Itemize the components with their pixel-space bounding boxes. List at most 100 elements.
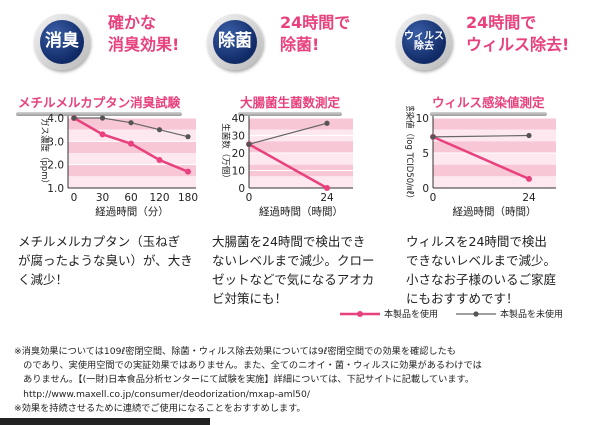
headline-sterilize-line1: 24時間で (280, 13, 351, 32)
legend: 本製品を使用 本製品を未使用 (340, 307, 563, 320)
chart-band (68, 153, 196, 165)
series-line-none (432, 134, 530, 138)
y-axis-label: 生菌数（万個） (220, 123, 231, 183)
headline-virus-line2: ウィルス除去! (466, 35, 570, 54)
x-axis-label: 経過時間（分） (95, 205, 169, 218)
desc-sterilize-line: ビ対策にも！ (212, 291, 288, 306)
chart-title-deodorize: メチルメルカプタン消臭試験 (15, 92, 183, 116)
footnotes: ※消臭効果については109ℓ密閉空間、除菌・ウィルス除去効果については9ℓ密閉空… (14, 345, 584, 416)
data-point-product (99, 131, 106, 138)
y-tick-label: 1.0 (47, 183, 64, 195)
y-tick-label: 4.0 (47, 113, 64, 125)
bottom-bar (0, 418, 210, 425)
x-tick-label: 0 (246, 192, 253, 204)
desc-sterilize-line: ゼットなどで気になるアオカ (212, 272, 375, 287)
y-tick-label: 40 (232, 113, 245, 125)
chart-band (68, 164, 196, 177)
chart-band (249, 153, 353, 165)
desc-sterilize: 大腸菌を24時間で検出でき ないレベルまで減少。クロー ゼットなどで気になるアオ… (212, 232, 375, 308)
legend-swatch-product (340, 310, 380, 317)
chart-band (249, 176, 353, 188)
x-tick-label: 0 (71, 192, 78, 204)
badge-deodorize-label: 消臭 (40, 20, 84, 64)
headline-sterilize-line2: 除菌! (280, 35, 320, 54)
footnote-line: ※効果を持続させるために連続でご使用になることをおすすめします。 (14, 402, 306, 414)
chart-band (68, 129, 196, 142)
data-point-none (324, 120, 330, 126)
chart-band (68, 176, 196, 188)
data-point-product (156, 157, 163, 163)
x-axis-label: 経過時間（時間） (259, 205, 343, 218)
y-tick-label: 0 (422, 183, 429, 195)
y-axis-label: 感染値（log TCID50/㎖） (404, 106, 415, 203)
data-point-product (526, 175, 532, 182)
badge-sterilize-label: 除菌 (213, 20, 257, 64)
data-point-none (99, 115, 106, 121)
desc-deodorize-line: メチルメルカプタン（玉ねぎ (18, 234, 181, 249)
data-point-none (526, 132, 532, 139)
headline-sterilize: 24時間で 除菌! (280, 12, 350, 56)
x-tick-label: 30 (96, 192, 109, 204)
footnote-url[interactable]: http://www.maxell.co.jp/consumer/deodori… (14, 388, 310, 400)
legend-label-none: 本製品を未使用 (500, 310, 564, 320)
x-tick-label: 180 (178, 192, 198, 204)
data-point-none (246, 141, 252, 147)
badge-virus-label: ウィルス 除去 (402, 20, 446, 64)
headline-deodorize-line2: 消臭効果! (108, 35, 180, 54)
badge-sterilize: 除菌 (207, 14, 269, 76)
data-point-product (128, 140, 134, 147)
desc-deodorize: メチルメルカプタン（玉ねぎ が腐ったような臭い）が、大き く減少！ (18, 232, 193, 289)
desc-virus-line: にもおすすめです！ (406, 291, 519, 306)
headline-deodorize-line1: 確かな (108, 13, 157, 32)
data-point-none (128, 120, 134, 126)
desc-virus-line: できないレベルまで減少。 (406, 253, 557, 268)
chart-deodorize: 1.0 2.0 3.0 4.0 0 30 60 120 180 経過時間（分） ガス濃度（ppm） (39, 113, 198, 218)
y-tick-label: 10 (416, 113, 429, 125)
headline-virus-line1: 24時間で (466, 13, 537, 32)
y-axis-label: ガス濃度（ppm） (39, 118, 50, 188)
legend-swatch-none (456, 310, 497, 317)
x-axis-label: 経過時間（時間） (453, 205, 537, 218)
desc-virus: ウィルスを24時間で検出 できないレベルまで減少。 小さなお子様のいるご家庭 に… (406, 232, 556, 308)
x-tick-label: 0 (430, 192, 437, 204)
chart-band (68, 141, 196, 153)
legend-item-product: 本製品を使用 (340, 307, 438, 320)
series-line-product (432, 135, 530, 181)
chart-band (249, 141, 353, 153)
chart-band (433, 164, 556, 177)
badge-deodorize: 消臭 (34, 14, 96, 76)
desc-virus-line: ウィルスを24時間で検出 (406, 234, 547, 249)
chart-band (433, 176, 556, 188)
desc-sterilize-line: 大腸菌を24時間で検出でき (212, 234, 366, 249)
footnote-line: のであり、実使用空間での実証効果ではありません。また、全てのニオイ・菌・ウィルス… (14, 360, 482, 372)
x-tick-label: 24 (320, 192, 334, 204)
badge-virus-line: ウィルス (404, 30, 444, 42)
desc-deodorize-line: が腐ったような臭い）が、大き (18, 253, 193, 268)
data-point-product (324, 185, 330, 191)
chart-band (249, 118, 353, 130)
headline-deodorize: 確かな 消臭効果! (108, 12, 179, 56)
legend-label-product: 本製品を使用 (384, 310, 439, 320)
series-line-none (248, 122, 328, 145)
chart-band (433, 153, 556, 165)
y-tick-label: 30 (232, 131, 245, 143)
y-tick-label: 0 (238, 183, 245, 195)
series-line-product (248, 143, 328, 190)
x-tick-label: 120 (149, 192, 169, 204)
data-point-none (185, 134, 191, 140)
x-tick-label: 60 (124, 192, 137, 204)
data-point-none (430, 134, 436, 140)
legend-item-none: 本製品を未使用 (456, 307, 563, 320)
desc-virus-line: 小さなお子様のいるご家庭 (406, 272, 557, 287)
y-tick-label: 3.0 (47, 136, 64, 148)
chart-title-sterilize: 大腸菌生菌数測定 (237, 92, 343, 116)
badge-virus: ウィルス 除去 (396, 14, 458, 76)
footnote-line: ありません。【(一財)日本食品分析センターにて試験を実施】詳細については、下記サ… (14, 374, 475, 386)
x-tick-label: 24 (522, 192, 536, 204)
desc-deodorize-line: く減少！ (18, 272, 69, 287)
desc-sterilize-line: ないレベルまで減少。クロー (212, 253, 375, 268)
footnote-line: ※消臭効果については109ℓ密閉空間、除菌・ウィルス除去効果については9ℓ密閉空… (14, 346, 456, 357)
y-tick-label: 20 (232, 148, 245, 160)
